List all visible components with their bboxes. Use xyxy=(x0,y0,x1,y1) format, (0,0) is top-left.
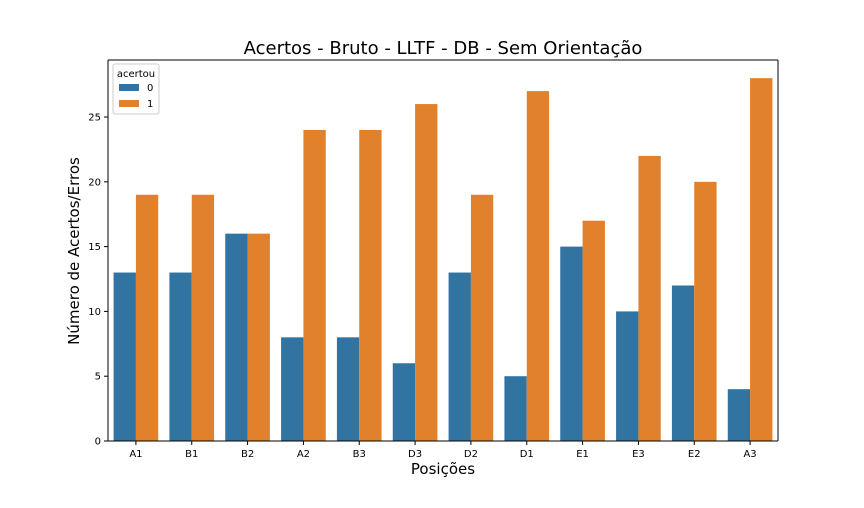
bar-A2-series-0 xyxy=(281,337,304,441)
x-tick-label: A2 xyxy=(297,449,310,460)
bar-B3-series-0 xyxy=(336,337,360,441)
y-tick-label: 5 xyxy=(95,372,101,383)
bar-B3-series-1 xyxy=(359,129,382,441)
x-tick-label: B3 xyxy=(353,449,366,460)
legend-label-1: 1 xyxy=(147,99,153,110)
bars-layer xyxy=(113,78,773,442)
legend-swatch-0 xyxy=(119,84,139,91)
bar-D1-series-1 xyxy=(526,91,550,441)
y-axis-label: Número de Acertos/Erros xyxy=(65,157,83,345)
x-tick-label: A1 xyxy=(129,449,142,460)
chart-title: Acertos - Bruto - LLTF - DB - Sem Orient… xyxy=(244,38,643,59)
bar-E2-series-0 xyxy=(671,285,695,441)
bar-A1-series-0 xyxy=(113,272,136,441)
bar-D3-series-0 xyxy=(392,363,416,441)
y-tick-label: 15 xyxy=(88,242,101,253)
x-tick-label: E1 xyxy=(576,449,589,460)
bar-B2-series-1 xyxy=(247,233,270,441)
legend: acertou 0 1 xyxy=(112,63,160,115)
y-tick-label: 10 xyxy=(88,307,101,318)
bar-B2-series-0 xyxy=(225,233,248,441)
x-axis-label: Posições xyxy=(411,460,475,478)
x-tick-label: D3 xyxy=(408,449,422,460)
bar-A1-series-1 xyxy=(135,194,159,441)
bar-A2-series-1 xyxy=(303,129,326,441)
x-tick-label: D1 xyxy=(520,449,534,460)
x-tick-label: D2 xyxy=(464,449,478,460)
y-tick-label: 25 xyxy=(88,113,101,124)
bar-E1-series-1 xyxy=(582,220,605,441)
bar-A3-series-1 xyxy=(750,78,773,442)
bar-D3-series-1 xyxy=(415,104,438,442)
bar-E3-series-1 xyxy=(638,155,661,442)
bar-B1-series-0 xyxy=(169,272,192,441)
x-tick-label: E2 xyxy=(688,449,701,460)
y-tick-label: 20 xyxy=(88,177,101,188)
y-tick-label: 0 xyxy=(95,437,101,448)
legend-title: acertou xyxy=(117,69,155,80)
bar-A3-series-0 xyxy=(727,389,751,441)
x-tick-label: E3 xyxy=(632,449,645,460)
bar-D2-series-0 xyxy=(448,272,471,441)
bar-E1-series-0 xyxy=(560,246,583,441)
x-tick-label: B1 xyxy=(185,449,198,460)
legend-label-0: 0 xyxy=(147,83,153,94)
bar-E2-series-1 xyxy=(694,181,717,441)
x-tick-label: B2 xyxy=(241,449,254,460)
bar-D2-series-1 xyxy=(470,194,494,441)
x-tick-label: A3 xyxy=(743,449,756,460)
bar-B1-series-1 xyxy=(191,194,215,441)
bar-D1-series-0 xyxy=(504,376,527,441)
bar-E3-series-0 xyxy=(616,311,639,441)
legend-swatch-1 xyxy=(119,100,139,107)
